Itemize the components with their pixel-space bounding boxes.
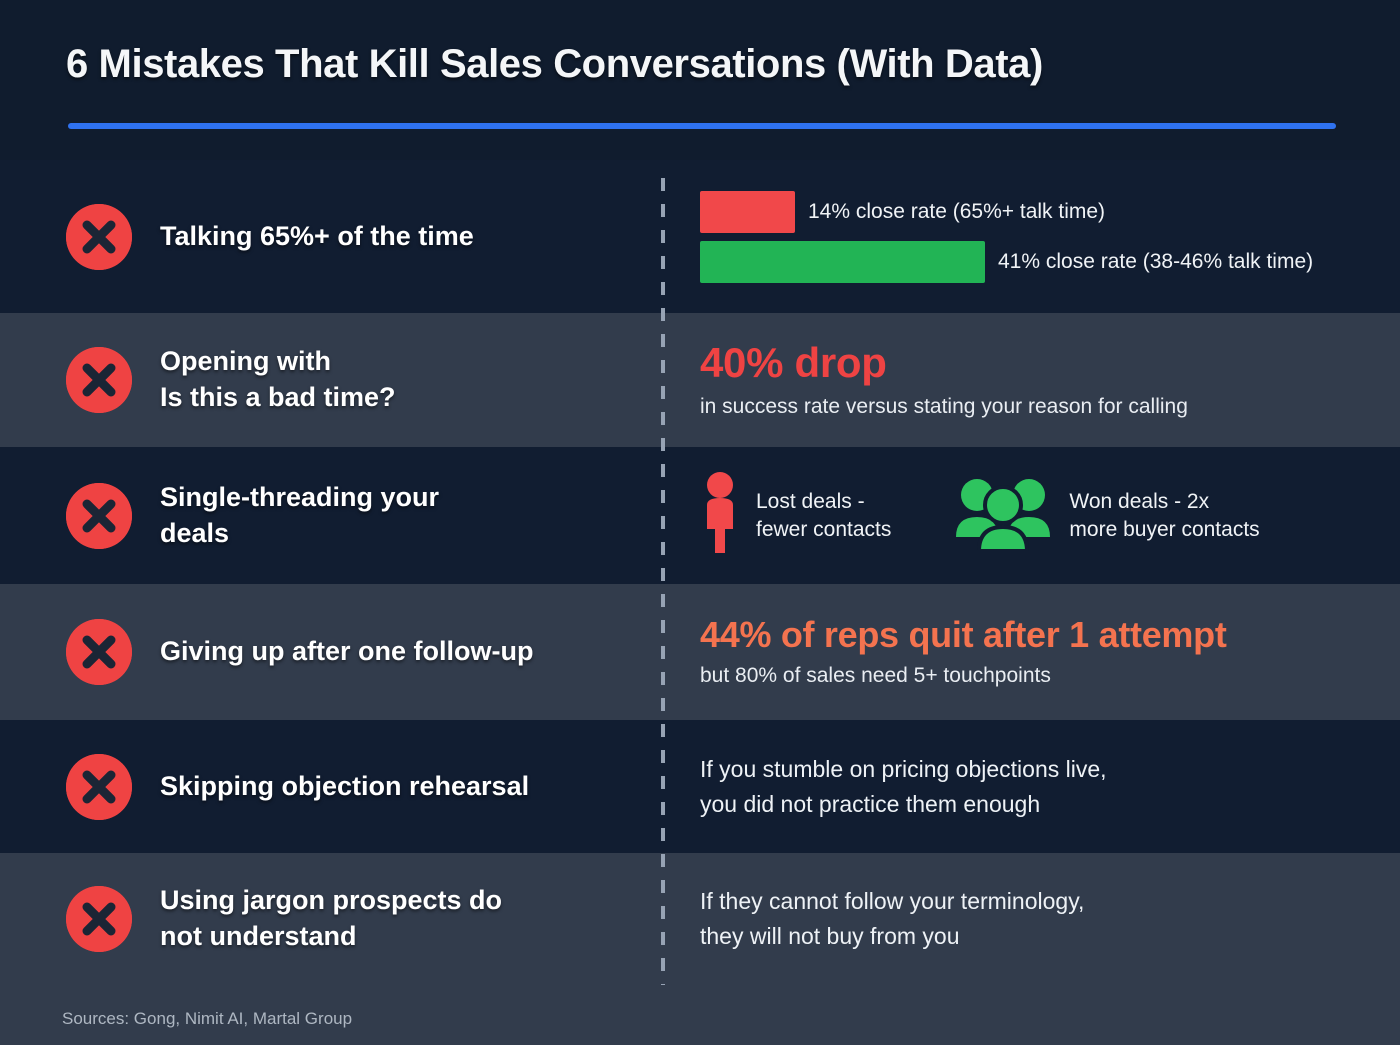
stat-headline: 40% drop	[700, 338, 887, 386]
people-item-lost: Lost deals - fewer contacts	[700, 471, 891, 560]
x-circle-icon	[66, 347, 132, 413]
note-line2: they will not buy from you	[700, 923, 960, 949]
row-right-6: If they cannot follow your terminology, …	[662, 884, 1400, 954]
mistake-label: Talking 65%+ of the time	[160, 219, 474, 255]
row-right-1: 14% close rate (65%+ talk time) 41% clos…	[662, 190, 1400, 283]
list-item[interactable]: Giving up after one follow-up 44% of rep…	[0, 584, 1400, 720]
page-title: 6 Mistakes That Kill Sales Conversations…	[66, 42, 1043, 86]
bar-label-red: 14% close rate (65%+ talk time)	[808, 199, 1106, 223]
row-left-4: Giving up after one follow-up	[0, 619, 662, 685]
mistake-label-line2: Is this a bad time?	[160, 382, 396, 412]
x-circle-icon	[66, 886, 132, 952]
people-caption-lost-line1: Lost deals -	[756, 490, 865, 514]
row-left-2: Opening with Is this a bad time?	[0, 344, 662, 415]
mistake-label-line1: Single-threading your	[160, 481, 440, 512]
row-right-3: Lost deals - fewer contacts	[662, 471, 1400, 560]
people-comparison: Lost deals - fewer contacts	[700, 471, 1370, 560]
mistakes-list: Talking 65%+ of the time 14% close rate …	[0, 160, 1400, 985]
row-right-5: If you stumble on pricing objections liv…	[662, 752, 1400, 822]
row-right-4: 44% of reps quit after 1 attempt but 80%…	[662, 615, 1400, 689]
people-caption-lost: Lost deals - fewer contacts	[756, 488, 891, 543]
list-item[interactable]: Opening with Is this a bad time? 40% dro…	[0, 313, 1400, 447]
single-person-icon	[700, 471, 740, 560]
note-line2: you did not practice them enough	[700, 790, 1041, 817]
stat-subtext: but 80% of sales need 5+ touchpoints	[700, 663, 1051, 687]
list-item[interactable]: Skipping objection rehearsal If you stum…	[0, 720, 1400, 853]
mistake-label: Single-threading your deals	[160, 480, 439, 551]
stat-subtext: in success rate versus stating your reas…	[700, 394, 1188, 418]
mistake-label-line1: Using jargon prospects do	[160, 885, 503, 916]
mistake-label: Using jargon prospects do not understand	[160, 883, 502, 954]
people-item-won: Won deals - 2x more buyer contacts	[953, 471, 1260, 560]
bar-row-lost: 14% close rate (65%+ talk time)	[700, 190, 1370, 233]
row-left-6: Using jargon prospects do not understand	[0, 883, 662, 954]
people-caption-won-line2: more buyer contacts	[1069, 517, 1260, 541]
sources-text: Sources: Gong, Nimit AI, Martal Group	[62, 1009, 353, 1028]
mistake-label-line1: Giving up after one follow-up	[160, 636, 534, 667]
x-circle-icon	[66, 753, 132, 820]
note-text: If you stumble on pricing objections liv…	[700, 752, 1370, 822]
row-left-1: Talking 65%+ of the time	[0, 203, 662, 270]
mistake-label-line2: not understand	[160, 921, 357, 951]
mistake-label-line1: Skipping objection rehearsal	[160, 770, 530, 801]
list-item[interactable]: Talking 65%+ of the time 14% close rate …	[0, 160, 1400, 313]
people-group-icon	[953, 471, 1053, 560]
people-caption-won: Won deals - 2x more buyer contacts	[1069, 488, 1259, 543]
people-caption-won-line1: Won deals - 2x	[1069, 490, 1210, 514]
note-text: If they cannot follow your terminology, …	[700, 884, 1370, 954]
bar-label-green: 41% close rate (38-46% talk time)	[998, 249, 1314, 273]
note-line1: If you stumble on pricing objections liv…	[700, 755, 1107, 782]
mistake-label-line2: deals	[160, 517, 230, 548]
bar-red	[700, 190, 795, 233]
vertical-dashed-divider	[661, 178, 665, 986]
stat-headline: 44% of reps quit after 1 attempt	[700, 614, 1227, 656]
header: 6 Mistakes That Kill Sales Conversations…	[0, 0, 1400, 160]
mistake-label-line1: Opening with	[160, 346, 331, 377]
mistake-label: Giving up after one follow-up	[160, 634, 533, 670]
bar-row-won: 41% close rate (38-46% talk time)	[700, 240, 1370, 283]
note-line1: If they cannot follow your terminology,	[700, 888, 1085, 915]
mistake-label: Skipping objection rehearsal	[160, 769, 529, 805]
list-item[interactable]: Using jargon prospects do not understand…	[0, 853, 1400, 985]
x-circle-icon	[66, 203, 132, 270]
accent-rule	[68, 123, 1336, 129]
mistake-label: Opening with Is this a bad time?	[160, 344, 396, 415]
footer: Sources: Gong, Nimit AI, Martal Group	[0, 985, 1400, 1045]
mistake-label-line1: Talking 65%+ of the time	[160, 220, 474, 251]
x-circle-icon	[66, 482, 132, 549]
people-caption-lost-line2: fewer contacts	[756, 517, 892, 541]
x-circle-icon	[66, 619, 132, 685]
row-left-5: Skipping objection rehearsal	[0, 753, 662, 820]
list-item[interactable]: Single-threading your deals L	[0, 447, 1400, 584]
row-left-3: Single-threading your deals	[0, 480, 662, 551]
bar-green	[700, 240, 985, 283]
row-right-2: 40% drop in success rate versus stating …	[662, 338, 1400, 420]
